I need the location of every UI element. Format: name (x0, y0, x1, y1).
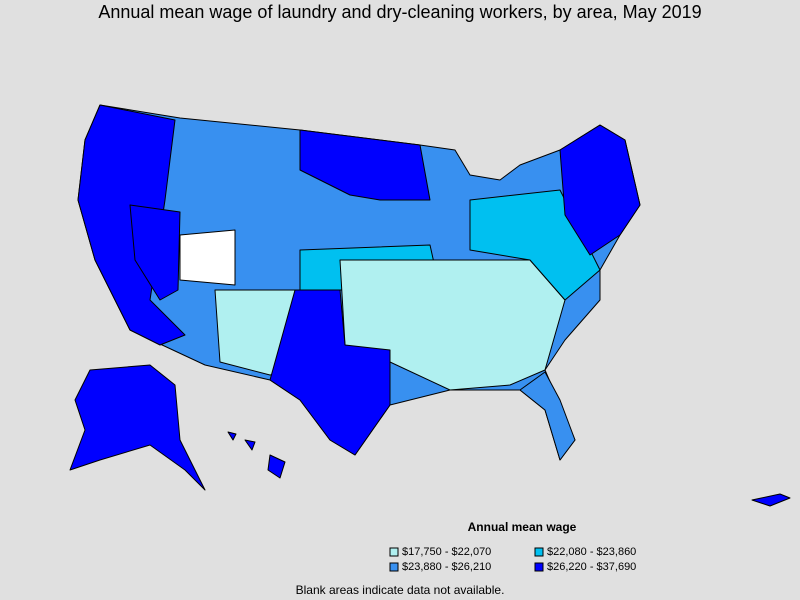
legend-swatch (389, 562, 399, 572)
legend-swatch (389, 547, 399, 557)
region (267, 454, 286, 479)
region (227, 431, 237, 441)
title: Annual mean wage of laundry and dry-clea… (98, 2, 701, 22)
legend-title: Annual mean wage (468, 520, 577, 534)
legend-label: $26,220 - $37,690 (547, 561, 636, 573)
legend-swatch (534, 562, 544, 572)
region (269, 289, 391, 456)
note: Blank areas indicate data not available. (296, 583, 505, 597)
region (559, 124, 641, 256)
region (751, 493, 791, 507)
legend-label: $17,750 - $22,070 (402, 546, 491, 558)
region (519, 371, 576, 461)
region (69, 364, 206, 491)
blank-region (179, 229, 236, 286)
legend-swatch (534, 547, 544, 557)
legend-label: $23,880 - $26,210 (402, 561, 491, 573)
map (69, 104, 791, 507)
region (244, 439, 256, 451)
region (129, 204, 181, 301)
legend: $17,750 - $22,070 $22,080 - $23,860 $23,88… (389, 546, 636, 573)
legend-label: $22,080 - $23,860 (547, 546, 636, 558)
region (299, 129, 431, 201)
